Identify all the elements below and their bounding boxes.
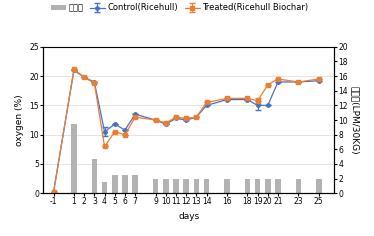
Bar <box>265 179 271 193</box>
Bar <box>183 179 189 193</box>
Bar <box>245 179 250 193</box>
Bar <box>295 179 301 193</box>
Bar <box>224 179 230 193</box>
Legend: 송풍량, Control(Ricehull), Treated(Ricehull Biochar): 송풍량, Control(Ricehull), Treated(Ricehull… <box>49 2 310 14</box>
Bar <box>132 175 138 193</box>
Y-axis label: oxygen (%): oxygen (%) <box>15 94 24 146</box>
Bar <box>153 179 158 193</box>
X-axis label: days: days <box>178 212 199 221</box>
Bar <box>92 159 97 193</box>
Bar <box>112 175 117 193</box>
Y-axis label: 공기량(LPM/30KG): 공기량(LPM/30KG) <box>350 86 359 154</box>
Bar <box>102 182 107 193</box>
Bar <box>71 124 77 193</box>
Bar <box>194 179 199 193</box>
Bar <box>122 175 128 193</box>
Bar <box>163 179 169 193</box>
Bar <box>275 179 281 193</box>
Bar <box>255 179 260 193</box>
Bar <box>204 179 209 193</box>
Bar <box>316 179 322 193</box>
Bar <box>173 179 179 193</box>
